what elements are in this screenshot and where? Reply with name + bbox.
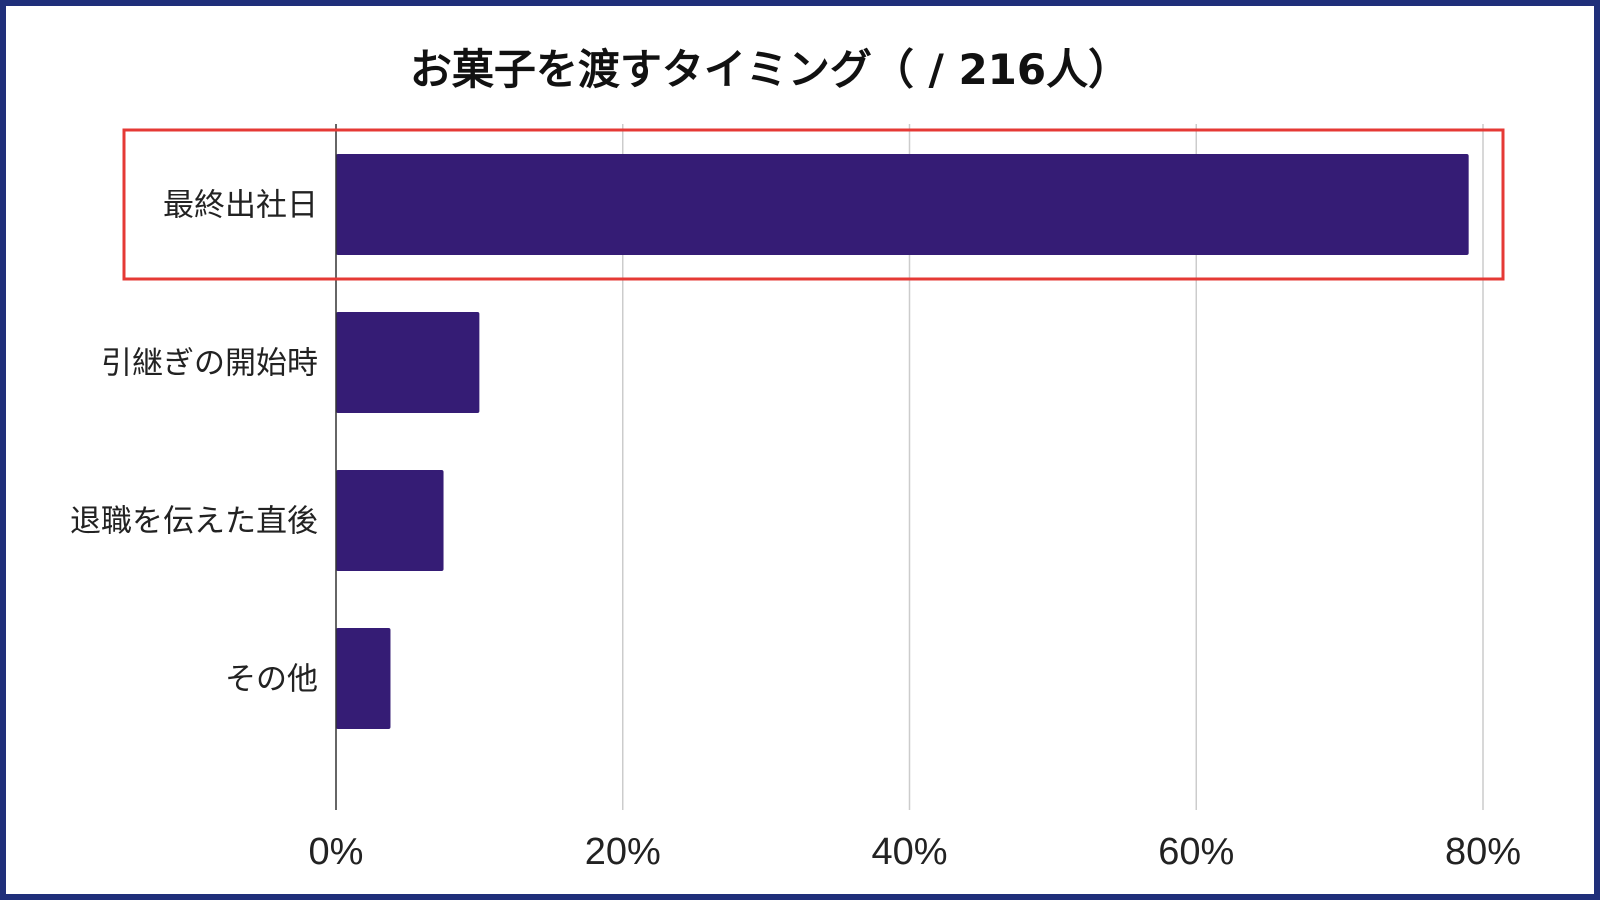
- category-label: 最終出社日: [163, 188, 318, 224]
- x-tick-label: 80%: [1445, 831, 1521, 873]
- bar: [336, 312, 480, 413]
- x-tick-label: 60%: [1158, 831, 1234, 873]
- highlight-box: [122, 128, 1505, 281]
- x-tick-label: 40%: [871, 831, 947, 873]
- category-label: 退職を伝えた直後: [70, 504, 318, 540]
- bar: [336, 628, 391, 729]
- x-tick-label: 20%: [585, 831, 661, 873]
- bar: [336, 154, 1469, 255]
- x-tick-label: 0%: [309, 831, 364, 873]
- category-label: 引継ぎの開始時: [101, 346, 318, 382]
- chart-title: お菓子を渡すタイミング（ / 216人）: [409, 45, 1131, 94]
- bar: [336, 470, 444, 571]
- category-label: その他: [225, 662, 318, 698]
